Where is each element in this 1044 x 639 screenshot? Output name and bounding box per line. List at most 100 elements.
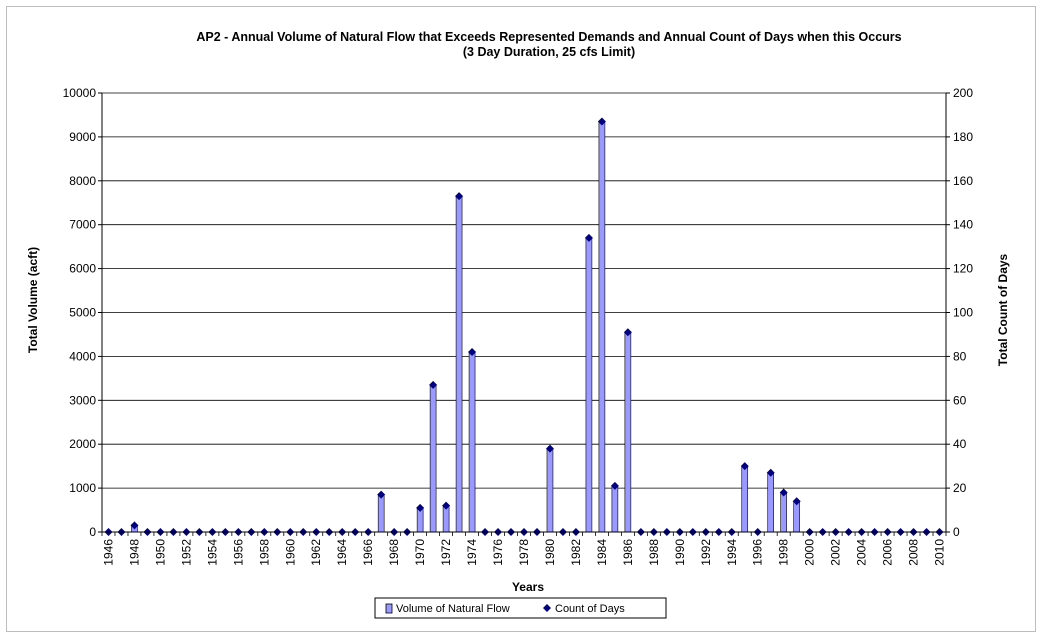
- x-tick-label: 1984: [595, 539, 609, 566]
- x-tick-label: 1962: [309, 539, 323, 566]
- y-tick-label: 1000: [69, 481, 96, 495]
- x-axis-ticks: 1946 1948 1950 1952 1954 1956 1958 1960 1962 1964…: [101, 532, 947, 566]
- x-tick-label: 1994: [725, 539, 739, 566]
- bar-1974: [468, 351, 476, 533]
- bar-1967: [377, 494, 385, 533]
- y-tick-label: 0: [89, 525, 96, 539]
- chart-subtitle: (3 Day Duration, 25 cfs Limit): [463, 45, 635, 59]
- grid-lines: [102, 92, 946, 533]
- chart-title: AP2 - Annual Volume of Natural Flow that…: [196, 30, 901, 44]
- x-tick-label: 1978: [517, 539, 531, 566]
- x-tick-label: 2000: [803, 539, 817, 566]
- y2-tick-label: 160: [953, 174, 973, 188]
- legend: Volume of Natural Flow Count of Days: [374, 597, 667, 619]
- point-1974: [468, 348, 477, 357]
- point-1948: [130, 521, 139, 530]
- y2-tick-label: 0: [953, 525, 960, 539]
- y2-tick-label: 20: [953, 481, 967, 495]
- x-tick-label: 1964: [335, 539, 349, 566]
- y-tick-label: 3000: [69, 393, 96, 407]
- y-tick-label: 9000: [69, 130, 96, 144]
- x-axis-title: Years: [512, 580, 544, 594]
- x-tick-label: 1968: [387, 539, 401, 566]
- y-tick-label: 6000: [69, 262, 96, 276]
- bar-series: [131, 121, 800, 533]
- bar-1985: [611, 485, 619, 533]
- bar-1997: [767, 472, 774, 533]
- x-tick-label: 2008: [907, 539, 921, 566]
- x-tick-label: 2002: [829, 539, 843, 566]
- x-tick-label: 1952: [179, 539, 193, 566]
- x-tick-label: 1954: [205, 539, 219, 566]
- legend-marker-count: [543, 604, 551, 612]
- y-tick-label: 7000: [69, 218, 96, 232]
- x-tick-label: 2006: [881, 539, 895, 566]
- point-1983: [584, 233, 593, 242]
- point-1997: [766, 468, 775, 477]
- point-series: [104, 117, 944, 536]
- x-tick-label: 1950: [153, 539, 167, 566]
- x-tick-label: 1980: [543, 539, 557, 566]
- legend-label-volume: Volume of Natural Flow: [396, 603, 510, 615]
- legend-box: [374, 597, 667, 619]
- point-1985: [610, 481, 619, 490]
- y-axis-ticks: 0 1000 2000 3000 4000 5000 6000 7000 8000 9000 100…: [63, 86, 102, 539]
- x-tick-label: 1974: [465, 539, 479, 566]
- bar-1995: [741, 465, 749, 533]
- x-tick-label: 1982: [569, 539, 583, 566]
- x-tick-label: 1976: [491, 539, 505, 566]
- y2-tick-label: 200: [953, 86, 973, 100]
- x-tick-label: 1972: [439, 539, 453, 566]
- x-tick-label: 1956: [231, 539, 245, 566]
- bar-1999: [793, 500, 800, 533]
- point-1971: [429, 380, 438, 389]
- bar-1973: [455, 195, 463, 533]
- x-tick-label: 1960: [283, 539, 297, 566]
- y-tick-label: 2000: [69, 437, 96, 451]
- bar-1980: [546, 448, 554, 533]
- x-tick-label: 1992: [699, 539, 713, 566]
- x-tick-label: 1958: [257, 539, 271, 566]
- y-tick-label: 5000: [69, 306, 96, 320]
- point-1970: [416, 503, 425, 512]
- x-tick-label: 1948: [127, 539, 141, 566]
- point-1999: [792, 497, 801, 506]
- point-1986: [623, 328, 632, 337]
- point-1972: [442, 501, 451, 510]
- bar-1983: [585, 237, 593, 533]
- x-tick-label: 1986: [621, 539, 635, 566]
- y2-tick-label: 140: [953, 218, 973, 232]
- x-tick-label: 2010: [933, 539, 947, 566]
- chart-frame: AP2 - Annual Volume of Natural Flow that…: [6, 6, 1036, 632]
- x-tick-label: 2004: [855, 539, 869, 566]
- x-tick-label: 1996: [751, 539, 765, 566]
- bar-1984: [598, 121, 606, 533]
- x-tick-label: 1990: [673, 539, 687, 566]
- point-1967: [377, 490, 386, 499]
- x-tick-label: 1988: [647, 539, 661, 566]
- y2-tick-label: 120: [953, 262, 973, 276]
- y-tick-label: 4000: [69, 349, 96, 363]
- y2-tick-label: 180: [953, 130, 973, 144]
- bar-1998: [780, 492, 787, 533]
- y-tick-label: 8000: [69, 174, 96, 188]
- bar-1971: [429, 384, 437, 533]
- legend-label-count: Count of Days: [555, 603, 625, 615]
- y2-tick-label: 80: [953, 349, 967, 363]
- y-tick-label: 10000: [63, 86, 97, 100]
- y2-tick-label: 40: [953, 437, 967, 451]
- y2-tick-label: 100: [953, 306, 973, 320]
- x-tick-label: 1970: [413, 539, 427, 566]
- y2-tick-label: 60: [953, 393, 967, 407]
- y2-axis-title: Total Count of Days: [996, 253, 1010, 366]
- bar-1986: [624, 331, 632, 533]
- x-tick-label: 1946: [101, 539, 115, 566]
- chart-svg: AP2 - Annual Volume of Natural Flow that…: [26, 30, 1010, 619]
- y-axis-title: Total Volume (acft): [26, 247, 40, 353]
- y2-axis-ticks: 0 20 40 60 80 100 120 140 160 180 200: [946, 86, 973, 539]
- x-tick-label: 1998: [777, 539, 791, 566]
- x-tick-label: 1966: [361, 539, 375, 566]
- point-1973: [455, 192, 464, 201]
- point-1984: [597, 117, 606, 126]
- point-1998: [779, 488, 788, 497]
